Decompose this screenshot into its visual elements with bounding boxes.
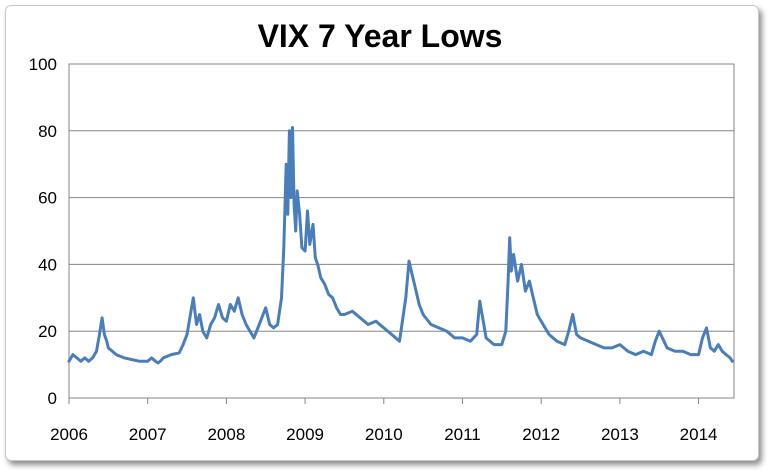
y-tick-label: 20 xyxy=(38,322,57,341)
x-tick-label: 2013 xyxy=(601,425,639,444)
plot-area xyxy=(68,63,735,399)
series-line-vix xyxy=(67,126,734,365)
y-tick-label: 0 xyxy=(48,389,57,408)
x-tick-label: 2014 xyxy=(680,425,718,444)
y-axis-ticks: 0 20 40 60 80 100 xyxy=(29,55,57,408)
gridlines xyxy=(69,63,734,399)
y-tick-label: 40 xyxy=(38,255,57,274)
y-tick-label: 80 xyxy=(38,122,57,141)
y-tick-label: 100 xyxy=(29,55,57,74)
chart-frame xyxy=(5,5,759,461)
y-tick-label: 60 xyxy=(38,189,57,208)
chart-title: VIX 7 Year Lows xyxy=(257,18,503,54)
x-tick-label: 2008 xyxy=(207,425,245,444)
x-tick-label: 2006 xyxy=(50,425,88,444)
x-tick-label: 2011 xyxy=(444,425,481,444)
x-axis-ticks: 2006 2007 2008 2009 2010 2011 2012 2013 2014 xyxy=(50,398,717,444)
x-tick-label: 2010 xyxy=(365,425,403,444)
x-tick-label: 2012 xyxy=(522,425,560,444)
x-tick-label: 2009 xyxy=(286,425,324,444)
x-tick-label: 2007 xyxy=(129,425,167,444)
